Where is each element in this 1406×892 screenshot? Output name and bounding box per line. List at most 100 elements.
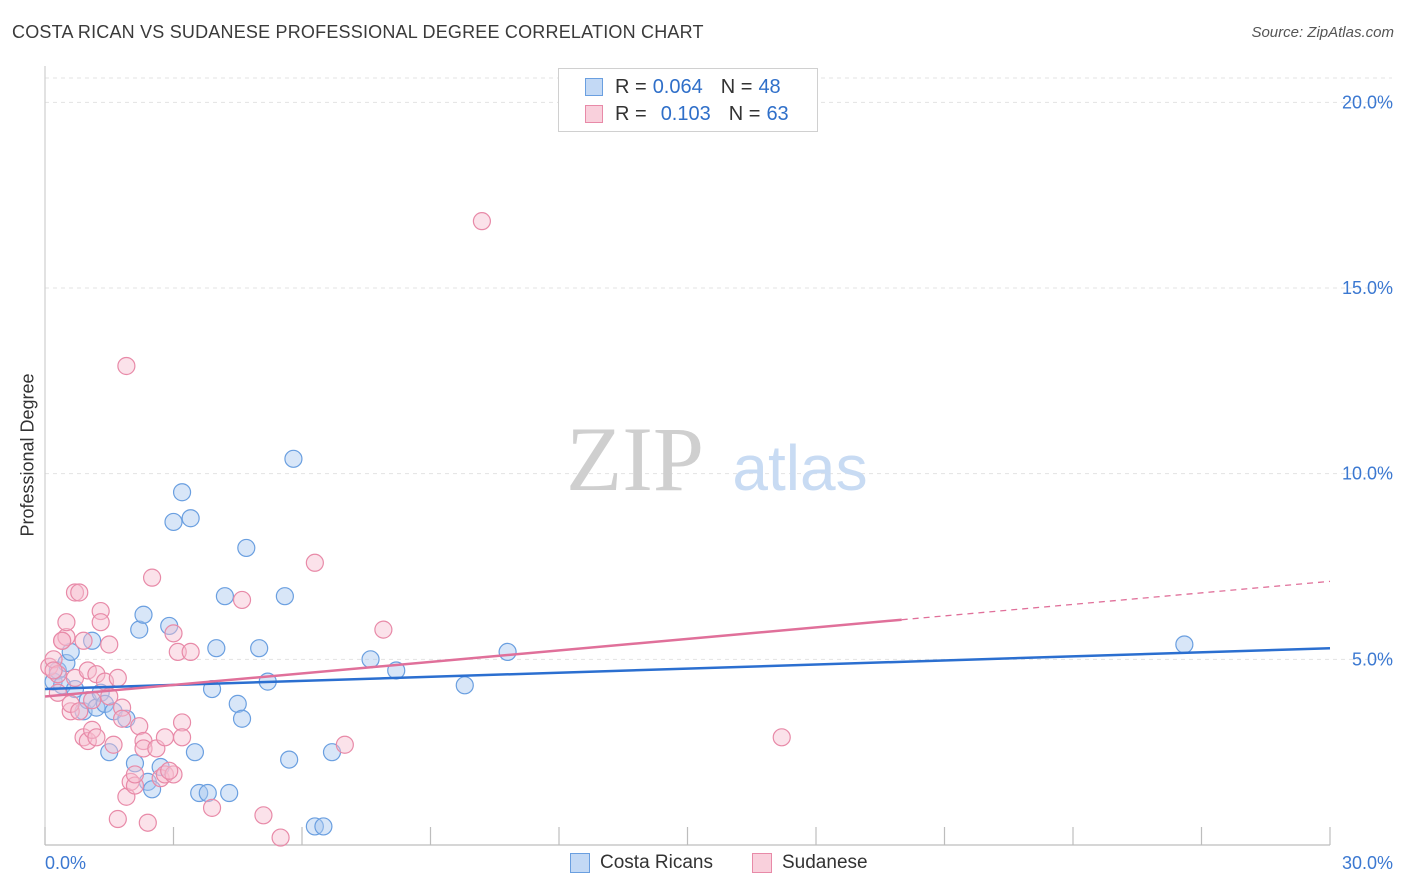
legend-n-value: 63 [766,102,789,125]
data-point [202,798,222,817]
data-point [130,620,149,639]
data-point [271,828,290,847]
legend-row-costa-ricans: R = 0.064 N = 48 [585,76,781,98]
data-point [108,809,127,829]
data-point [374,620,393,639]
data-point [280,750,299,769]
data-point [254,806,273,825]
data-point [164,624,183,643]
data-point [237,538,256,558]
x-tick-label: 30.0% [1342,853,1393,873]
legend-r-value: 0.064 [652,75,703,98]
data-point [134,739,153,758]
legend-r-label: R = [615,75,647,98]
legend-item-label: Sudanese [782,852,868,873]
trend-line-dashed [901,580,1331,621]
data-point [53,631,72,650]
data-points [40,212,1194,847]
data-point [172,483,192,502]
legend-r-label: R = [615,102,647,125]
trend-line-solid [44,618,902,698]
data-point [250,639,269,658]
data-point [472,212,491,231]
data-point [168,642,187,662]
data-point [112,709,132,728]
data-point [361,650,380,669]
trend-lines [44,580,1331,698]
data-point [125,765,145,784]
data-point [134,605,153,624]
data-point [215,587,234,606]
watermark-zip: ZIP [566,408,704,510]
legend-item-sudanese: Sudanese [752,852,868,874]
data-point [1175,635,1194,654]
data-point [232,709,252,728]
data-point [232,590,252,610]
legend-n-label: N = [728,102,761,125]
data-point [44,661,63,680]
data-point [181,642,200,662]
legend-swatch-pink [585,105,603,123]
data-point [87,728,106,747]
data-point [65,583,85,602]
data-point [138,813,157,832]
x-tick-label: 0.0% [45,853,86,873]
data-point [70,583,89,602]
legend-swatch-pink [752,853,772,873]
y-tick-label: 5.0% [1352,649,1393,669]
data-point [104,735,123,754]
y-tick-label: 10.0% [1342,464,1393,484]
data-point [498,642,517,662]
legend-item-label: Costa Ricans [600,852,713,873]
data-point [314,817,333,836]
data-point [305,553,324,572]
data-point [83,691,102,710]
watermark: ZIP atlas [566,408,868,510]
data-point [155,728,175,747]
series-sudanese [40,212,791,847]
legend-n-label: N = [720,75,753,98]
data-point [57,613,76,632]
legend-item-costa-ricans: Costa Ricans [570,852,713,874]
x-tick-labels: 0.0% 30.0% [45,853,1393,873]
data-point [164,512,183,532]
stats-legend: R = 0.064 N = 48 R = 0.103 N = 63 [558,68,818,132]
data-point [117,356,136,376]
chart-title: COSTA RICAN VS SUDANESE PROFESSIONAL DEG… [12,22,704,42]
data-point [100,635,119,654]
data-point [772,728,791,747]
trend-line [44,646,1331,691]
legend-row-sudanese: R = 0.103 N = 63 [585,103,789,125]
data-point [185,743,205,762]
data-point [160,761,179,780]
gridlines [45,77,1392,660]
data-point [275,587,294,606]
y-tick-labels: 5.0% 10.0% 15.0% 20.0% [1342,92,1393,669]
data-point [335,735,354,754]
data-point [130,717,149,736]
data-point [91,613,110,632]
axes [44,66,1331,846]
data-point [172,728,192,747]
data-point [70,702,89,721]
data-point [228,694,247,713]
data-point [220,783,239,803]
y-tick-label: 20.0% [1342,92,1393,112]
legend-n-value: 48 [758,75,781,98]
legend-swatch-blue [570,853,590,873]
data-point [108,668,127,688]
data-point [455,676,474,695]
data-point [198,783,217,803]
data-point [74,631,93,650]
data-point [207,639,226,658]
data-point [142,568,162,587]
data-point [172,713,192,732]
legend-r-value: 0.103 [660,102,711,125]
data-point [284,449,303,468]
series-legend: Costa Ricans Sudanese [0,852,1406,878]
source-label: Source: ZipAtlas.com [1251,24,1394,41]
watermark-atlas: atlas [732,432,867,504]
legend-swatch-blue [585,78,603,96]
data-point [181,509,200,528]
